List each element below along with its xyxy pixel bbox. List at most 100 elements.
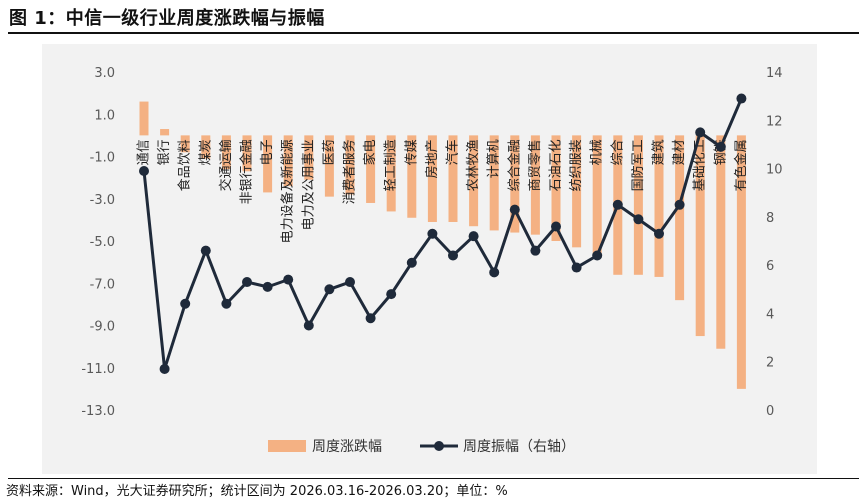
amplitude-point [592,250,603,261]
amplitude-point [571,262,582,273]
right-tick-label: 12 [766,114,783,129]
line-series [139,93,747,374]
category-label: 综合金融 [506,139,522,191]
legend-bar-label: 周度涨跌幅 [312,439,382,455]
bar [530,135,540,235]
bar [407,135,417,218]
amplitude-point [221,298,232,309]
right-tick-label: 2 [766,356,774,371]
category-label: 电力及公用事业 [301,139,316,230]
category-label: 通信 [137,139,152,165]
right-axis: 14 12 10 8 6 4 2 0 [766,66,783,419]
category-label: 建筑 [651,139,667,165]
amplitude-point [715,141,726,152]
amplitude-point [530,245,541,256]
legend-line-label: 周度振幅（右轴） [463,439,575,455]
category-label: 综合 [610,139,625,165]
source-note: 资料来源：Wind，光大证券研究所；统计区间为 2026.03.16-2026.… [6,484,508,499]
left-tick-label: -5.0 [90,235,115,250]
bar [489,135,499,231]
amplitude-point [406,257,417,268]
amplitude-point [509,204,520,215]
bar [283,135,293,187]
legend-line-marker [434,441,444,451]
right-tick-label: 0 [766,404,774,419]
amplitude-point [448,250,458,261]
bar [510,135,520,233]
plot-background [42,44,817,474]
amplitude-point [324,284,335,295]
amplitude-point [386,289,397,300]
left-tick-label: 3.0 [94,66,115,81]
left-tick-label: -1.0 [90,151,115,166]
category-label: 医药 [322,139,337,165]
bar [469,135,479,227]
bar [736,135,746,389]
category-label: 机械 [590,139,605,165]
bar [324,135,334,197]
bar [448,135,458,222]
bar [716,135,726,349]
bar [592,135,602,254]
amplitude-point [427,228,438,239]
title-rule [8,32,859,34]
bar [221,135,231,170]
category-label: 纺织服装 [569,139,584,191]
legend-bar-swatch [268,440,306,452]
bar [551,135,561,241]
legend: 周度涨跌幅 周度振幅（右轴） [268,439,575,455]
category-label: 轻工制造 [384,139,399,191]
bar [201,135,211,159]
amplitude-point [468,231,479,242]
bar [263,135,273,193]
category-label: 基础化工 [693,139,708,191]
amplitude-point [489,267,500,278]
bar [654,135,664,277]
category-label: 汽车 [445,139,461,165]
amplitude-point [200,245,211,256]
bar [180,135,190,153]
bar [675,135,685,301]
category-label: 商贸零售 [527,139,543,191]
amplitude-point [345,277,355,288]
category-label: 银行 [157,139,172,165]
bar [345,135,355,195]
bar [572,135,582,248]
amplitude-point [303,320,314,331]
left-tick-label: -13.0 [81,404,115,419]
bar [242,135,252,172]
amplitude-point [633,214,644,225]
amplitude-point [365,313,376,324]
category-label: 消费者服务 [342,139,358,204]
bar-series [139,101,746,389]
left-tick-label: -11.0 [81,362,115,377]
amplitude-point [654,228,664,239]
bar [633,135,643,275]
right-tick-label: 10 [766,163,783,178]
amplitude-point [139,165,149,176]
amplitude-point [736,93,747,104]
amplitude-point [551,221,561,232]
left-tick-label: -9.0 [90,320,115,335]
category-label: 交通运输 [218,139,234,191]
category-label: 国防军工 [630,139,646,191]
figure-title: 图 1：中信一级行业周度涨跌幅与振幅 [9,8,325,29]
category-label: 房地产 [424,139,440,178]
bar [139,101,149,136]
footer-rule [8,478,859,479]
left-axis: 3.0 1.0 -1.0 -3.0 -5.0 -7.0 -9.0 -11.0 -13.0 [81,66,115,419]
category-label: 非银行金融 [239,139,255,204]
category-label: 传媒 [404,139,419,165]
amplitude-point [695,127,706,138]
bar [386,135,396,212]
category-labels: 通信 银行 食品饮料 煤炭 交通运输 非银行金融 电子 电力设备及新能源 电力及公用事业 医药 消费… [137,139,749,243]
left-tick-label: -7.0 [90,277,115,292]
right-tick-label: 4 [766,307,774,322]
category-label: 建材 [672,139,687,165]
category-label: 煤炭 [198,139,213,165]
amplitude-point [262,281,273,292]
amplitude-point [283,274,294,285]
category-label: 电力设备及新能源 [280,139,296,243]
amplitude-point [180,298,191,309]
amplitude-point [159,363,170,374]
